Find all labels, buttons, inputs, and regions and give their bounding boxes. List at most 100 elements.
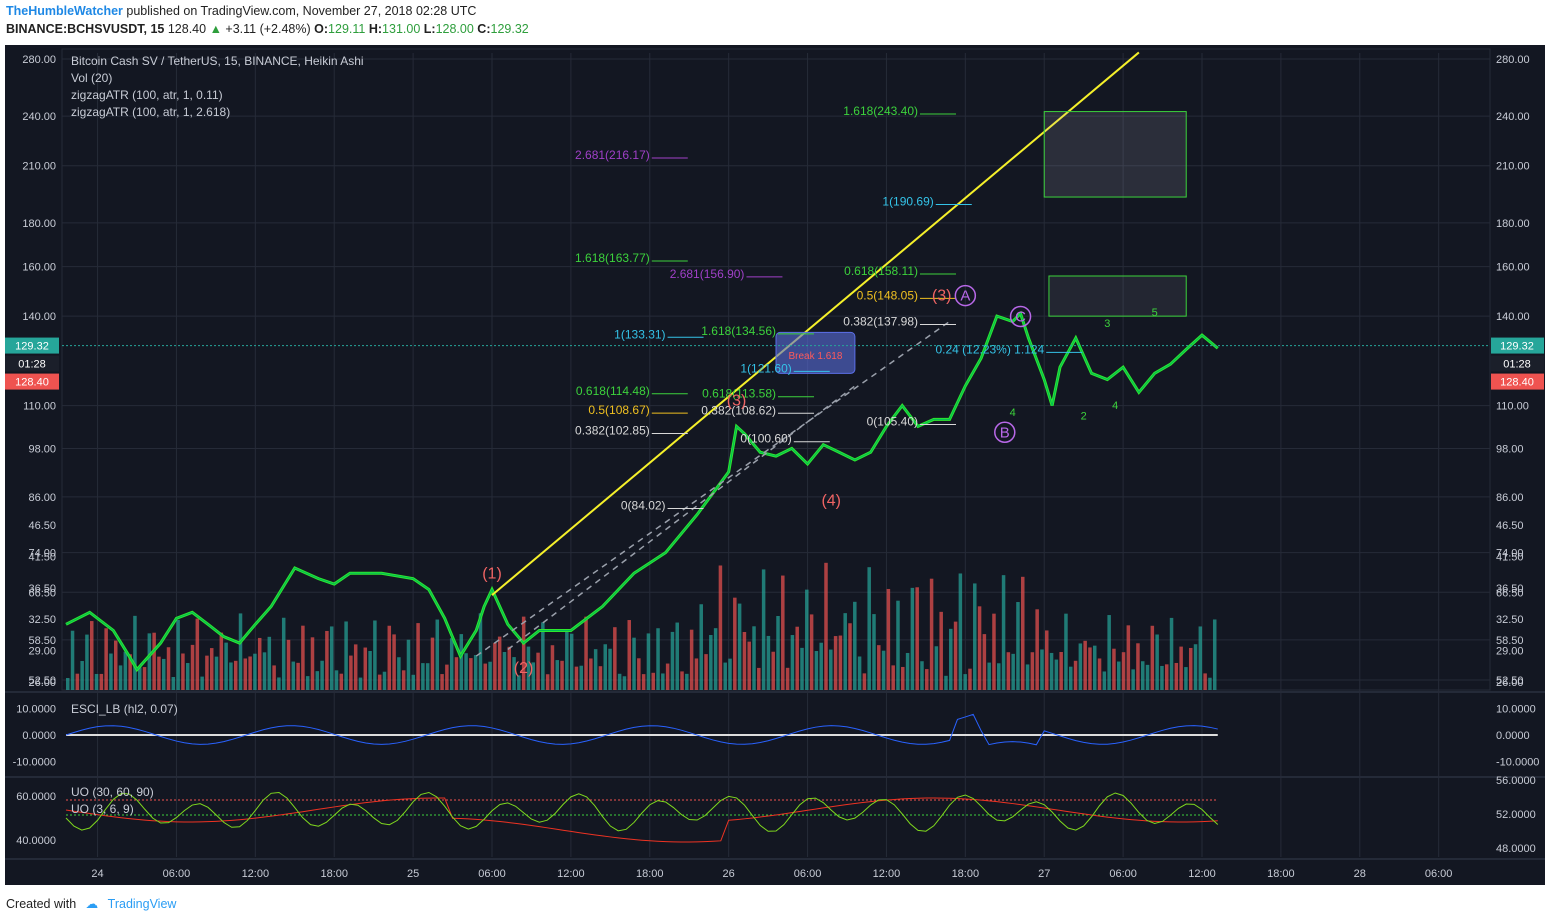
chart-title: Bitcoin Cash SV / TetherUS, 15, BINANCE,… (71, 54, 364, 68)
volume-bar (488, 661, 492, 690)
volume-tick-left: 26.00 (28, 677, 56, 689)
volume-bar (1054, 659, 1059, 690)
volume-bar (819, 642, 823, 690)
volume-bar (80, 661, 84, 690)
y-tick-right: 140.00 (1496, 311, 1530, 323)
volume-bar (205, 655, 209, 690)
volume-bar (334, 670, 339, 690)
volume-tick-right: 46.50 (1496, 520, 1524, 532)
volume-bar (886, 588, 891, 690)
volume-tick-left: 46.50 (28, 520, 56, 532)
fib-label: 0.618(113.58) (702, 387, 776, 401)
volume-bar (1145, 664, 1150, 690)
abc-circle (1009, 305, 1032, 328)
countdown-text-left: 01:28 (18, 359, 46, 371)
chart-area[interactable]: 280.00 280.00 240.00 240.00 210.00 210.00 180.… (5, 45, 1545, 885)
fib-label: 0.618(114.48) (576, 384, 650, 398)
y-tick-left: 74.00 (28, 548, 56, 560)
volume-bar (176, 619, 180, 690)
high-value: 131.00 (382, 22, 421, 36)
volume-bar (521, 616, 526, 690)
minor-wave-label: 3 (1104, 318, 1110, 330)
x-tick: 18:00 (320, 868, 348, 880)
esci-tick-right: -10.0000 (1496, 757, 1539, 769)
volume-bar (689, 629, 694, 690)
volume-bar (929, 578, 934, 690)
volume-bar (905, 652, 910, 690)
volume-bar (421, 663, 425, 690)
tradingview-link[interactable]: TradingView (107, 897, 177, 911)
esci-tick-left: -10.0000 (13, 757, 56, 769)
volume-bar (320, 660, 324, 690)
volume-tick-right: 36.50 (1496, 583, 1524, 595)
volume-bar (685, 673, 689, 690)
x-tick: 12:00 (873, 868, 901, 880)
y-tick-left: 110.00 (23, 401, 56, 413)
publish-header: TheHumbleWatcher published on TradingVie… (0, 0, 1551, 48)
volume-tick-left: 29.00 (28, 646, 56, 658)
volume-bar (339, 673, 344, 690)
x-tick: 12:00 (242, 868, 270, 880)
volume-bar (699, 604, 703, 690)
volume-bar (569, 633, 574, 690)
volume-bar (949, 628, 953, 690)
volume-bar (512, 657, 516, 690)
author-link[interactable]: TheHumbleWatcher (6, 4, 123, 18)
volume-bar (1049, 652, 1054, 690)
y-tick-right: 110.00 (1496, 401, 1529, 413)
volume-bar (560, 660, 564, 690)
footer: Created with ☁ TradingView (6, 896, 176, 911)
volume-bar (430, 637, 435, 690)
fib-label: 0.382(137.98) (843, 315, 918, 329)
x-tick: 12:00 (557, 868, 585, 880)
volume-bar (680, 671, 684, 690)
volume-bar (651, 672, 655, 690)
volume-bar (1059, 652, 1063, 690)
volume-bar (152, 632, 156, 690)
volume-bar (1025, 664, 1030, 690)
volume-bar (310, 637, 315, 690)
volume-bar (104, 628, 108, 690)
volume-bar (742, 632, 747, 690)
volume-bar (603, 644, 607, 690)
volume-bar (406, 639, 411, 690)
abc-label: C (1015, 308, 1026, 325)
countdown-text: 01:28 (1503, 359, 1531, 371)
volume-bar (425, 663, 430, 690)
volume-bar (752, 626, 756, 690)
wave-label: (2) (514, 660, 534, 677)
volume-bar (800, 647, 804, 690)
volume-bar (915, 587, 919, 690)
y-tick-left: 58.50 (28, 635, 56, 647)
volume-bar (656, 628, 660, 690)
volume-bar (301, 625, 305, 690)
uo-fast-line (65, 791, 1219, 832)
volume-bar (157, 656, 161, 690)
current-price-tag (1491, 373, 1544, 390)
volume-bar (829, 649, 833, 690)
last-price-tag-left (5, 337, 59, 354)
volume-bar (1136, 643, 1140, 690)
y-tick-right: 160.00 (1496, 262, 1530, 274)
volume-bar (1193, 644, 1198, 690)
volume-bar (853, 601, 857, 690)
volume-bar (195, 618, 200, 690)
volume-bar (968, 668, 972, 690)
volume-bar (171, 677, 176, 690)
main-pane (61, 48, 1491, 691)
volume-bar (493, 642, 497, 690)
volume-bar (1112, 648, 1116, 690)
volume-bar (238, 613, 243, 690)
volume-bar (99, 673, 104, 690)
high-label: H: (368, 22, 383, 36)
fib-label: 0(100.60) (740, 432, 791, 446)
chart-svg[interactable]: 280.00 280.00 240.00 240.00 210.00 210.00 180.… (5, 45, 1545, 885)
volume-bar (296, 662, 300, 690)
volume-tick-left: 41.50 (28, 551, 56, 563)
volume-bar (1064, 613, 1068, 690)
volume-bar (272, 665, 276, 690)
target-box (1048, 275, 1187, 317)
abc-circle (954, 284, 977, 307)
volume-bar (200, 676, 204, 690)
abc-circle (994, 421, 1016, 444)
